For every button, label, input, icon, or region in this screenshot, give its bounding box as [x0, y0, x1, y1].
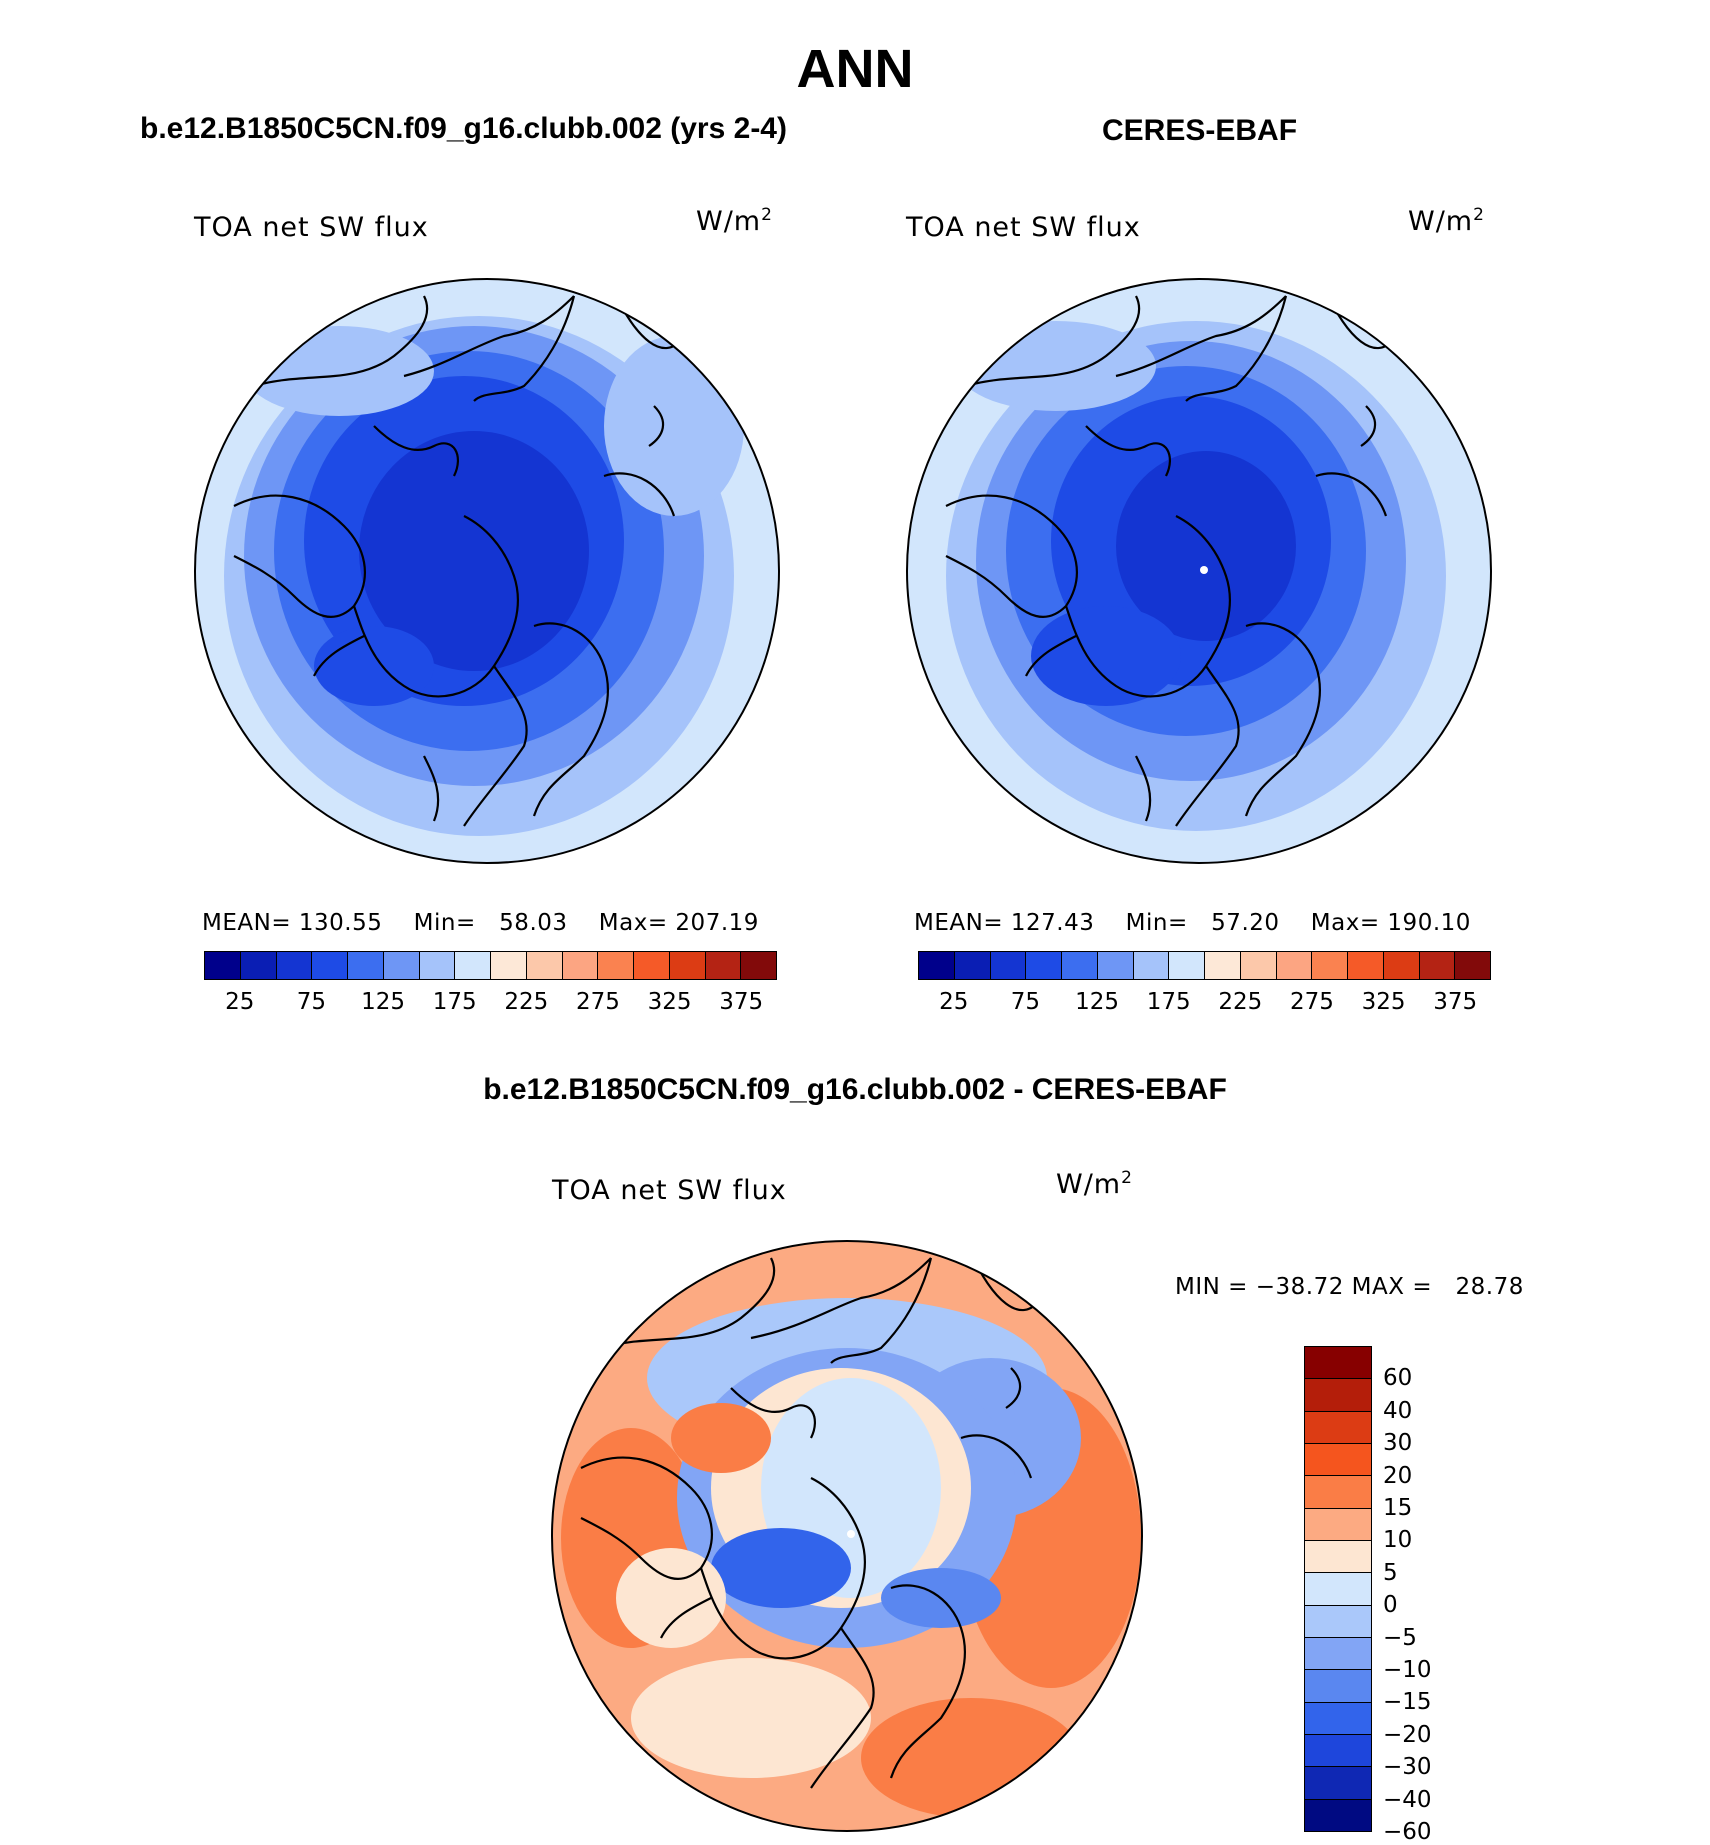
colorbar-tick-label: 0	[1383, 1592, 1398, 1619]
colorbar-swatch	[598, 952, 634, 979]
colorbar-tick-label: 5	[1383, 1559, 1398, 1586]
colorbar-swatch	[1305, 1702, 1371, 1735]
colorbar-swatch	[526, 952, 563, 979]
colorbar-tick-label: −30	[1383, 1754, 1432, 1781]
colorbar-tick-label: 175	[432, 989, 477, 1015]
colorbar-tick-label: 25	[939, 989, 969, 1015]
panel-obs-subtitle: CERES-EBAF	[1102, 114, 1298, 147]
colorbar-swatch	[1276, 952, 1313, 979]
colorbar-tick-label: −10	[1383, 1657, 1432, 1683]
colorbar-swatch	[1305, 1540, 1371, 1574]
colorbar-tick-label: 20	[1383, 1462, 1413, 1489]
colorbar-swatch	[562, 952, 599, 979]
colorbar-swatch	[1305, 1637, 1371, 1671]
colorbar-swatch	[1305, 1411, 1371, 1444]
colorbar-swatch	[1305, 1508, 1371, 1541]
colorbar-swatch	[312, 952, 348, 979]
colorbar-swatch	[1348, 952, 1384, 979]
colorbar-tick-label: −15	[1383, 1689, 1432, 1716]
panel-model-variable-label: TOA net SW flux	[194, 212, 429, 243]
colorbar-swatch	[1305, 1573, 1371, 1606]
colorbar-tick-label: 275	[575, 989, 620, 1015]
panel-model-units: W/m2	[696, 205, 773, 237]
colorbar-swatch	[990, 952, 1027, 979]
colorbar-tick-label: 325	[647, 989, 692, 1015]
diff-minmax: MIN = −38.72 MAX = 28.78	[1175, 1274, 1524, 1300]
panel-obs-variable-label: TOA net SW flux	[906, 212, 1141, 243]
colorbar-swatch	[491, 952, 527, 979]
colorbar-swatch	[1455, 952, 1490, 979]
panel-obs-units: W/m2	[1408, 205, 1485, 237]
colorbar-tick-label: 125	[361, 989, 406, 1015]
colorbar-tick-label: 225	[1218, 989, 1263, 1015]
colorbar-swatch	[1305, 1379, 1371, 1412]
colorbar-swatch	[1305, 1767, 1371, 1800]
colorbar-swatch	[1305, 1476, 1371, 1509]
colorbar-tick-label: 75	[296, 989, 327, 1015]
panel-model-stats: MEAN= 130.55 Min= 58.03 Max= 207.19	[202, 910, 759, 936]
colorbar-swatch	[634, 952, 670, 979]
colorbar-swatch	[1312, 952, 1348, 979]
colorbar-swatch	[1305, 1443, 1371, 1477]
colorbar-swatch	[1305, 1734, 1371, 1768]
colorbar-tick-label: 30	[1383, 1430, 1413, 1457]
colorbar-swatch	[1305, 1799, 1371, 1831]
colorbar-tick-label: 60	[1383, 1365, 1413, 1392]
colorbar-swatch	[1383, 952, 1420, 979]
colorbar-swatch	[276, 952, 313, 979]
colorbar-swatch	[1205, 952, 1241, 979]
colorbar-swatch	[419, 952, 456, 979]
colorbar-swatch	[954, 952, 991, 979]
colorbar-tick-label: 325	[1361, 989, 1406, 1015]
colorbar-swatch	[383, 952, 420, 979]
diff-subtitle: b.e12.B1850C5CN.f09_g16.clubb.002 - CERE…	[483, 1073, 1227, 1106]
colorbar-swatch	[240, 952, 277, 979]
panel-obs-colorbar	[918, 951, 1491, 980]
colorbar-tick-label: 275	[1289, 989, 1334, 1015]
colorbar-swatch	[919, 952, 955, 979]
colorbar-tick-label: 25	[225, 989, 255, 1015]
panel-model-subtitle: b.e12.B1850C5CN.f09_g16.clubb.002 (yrs 2…	[140, 112, 787, 145]
diff-variable-label: TOA net SW flux	[552, 1175, 787, 1206]
colorbar-tick-label: 125	[1075, 989, 1120, 1015]
colorbar-swatch	[1240, 952, 1277, 979]
colorbar-swatch	[455, 952, 491, 979]
colorbar-tick-label: 375	[719, 989, 764, 1015]
colorbar-tick-label: 75	[1010, 989, 1041, 1015]
colorbar-swatch	[1169, 952, 1205, 979]
colorbar-swatch	[1305, 1605, 1371, 1638]
colorbar-tick-label: 175	[1146, 989, 1191, 1015]
colorbar-tick-label: 375	[1433, 989, 1478, 1015]
diff-polar-map	[551, 1240, 1143, 1832]
colorbar-tick-label: −60	[1383, 1819, 1432, 1845]
colorbar-swatch	[1305, 1670, 1371, 1703]
colorbar-tick-label: 10	[1383, 1527, 1413, 1554]
colorbar-tick-label: 225	[504, 989, 549, 1015]
panel-model-polar-map	[194, 278, 780, 864]
panel-obs-stats: MEAN= 127.43 Min= 57.20 Max= 190.10	[914, 910, 1471, 936]
colorbar-swatch	[348, 952, 384, 979]
colorbar-tick-label: −20	[1383, 1721, 1432, 1748]
colorbar-tick-label: −40	[1383, 1786, 1432, 1813]
colorbar-swatch	[1026, 952, 1062, 979]
panel-obs-polar-map	[906, 278, 1492, 864]
diff-units: W/m2	[1056, 1168, 1133, 1200]
colorbar-swatch	[1133, 952, 1170, 979]
diff-colorbar	[1304, 1346, 1372, 1832]
colorbar-swatch	[1097, 952, 1134, 979]
colorbar-swatch	[1062, 952, 1098, 979]
colorbar-swatch	[705, 952, 742, 979]
colorbar-swatch	[741, 952, 776, 979]
colorbar-swatch	[669, 952, 706, 979]
colorbar-swatch	[1419, 952, 1456, 979]
colorbar-tick-label: 15	[1383, 1495, 1413, 1521]
main-title: ANN	[796, 39, 914, 99]
colorbar-swatch	[1305, 1347, 1371, 1380]
panel-model-colorbar	[204, 951, 777, 980]
colorbar-tick-label: 40	[1383, 1397, 1413, 1424]
colorbar-swatch	[205, 952, 241, 979]
colorbar-tick-label: −5	[1383, 1624, 1417, 1651]
